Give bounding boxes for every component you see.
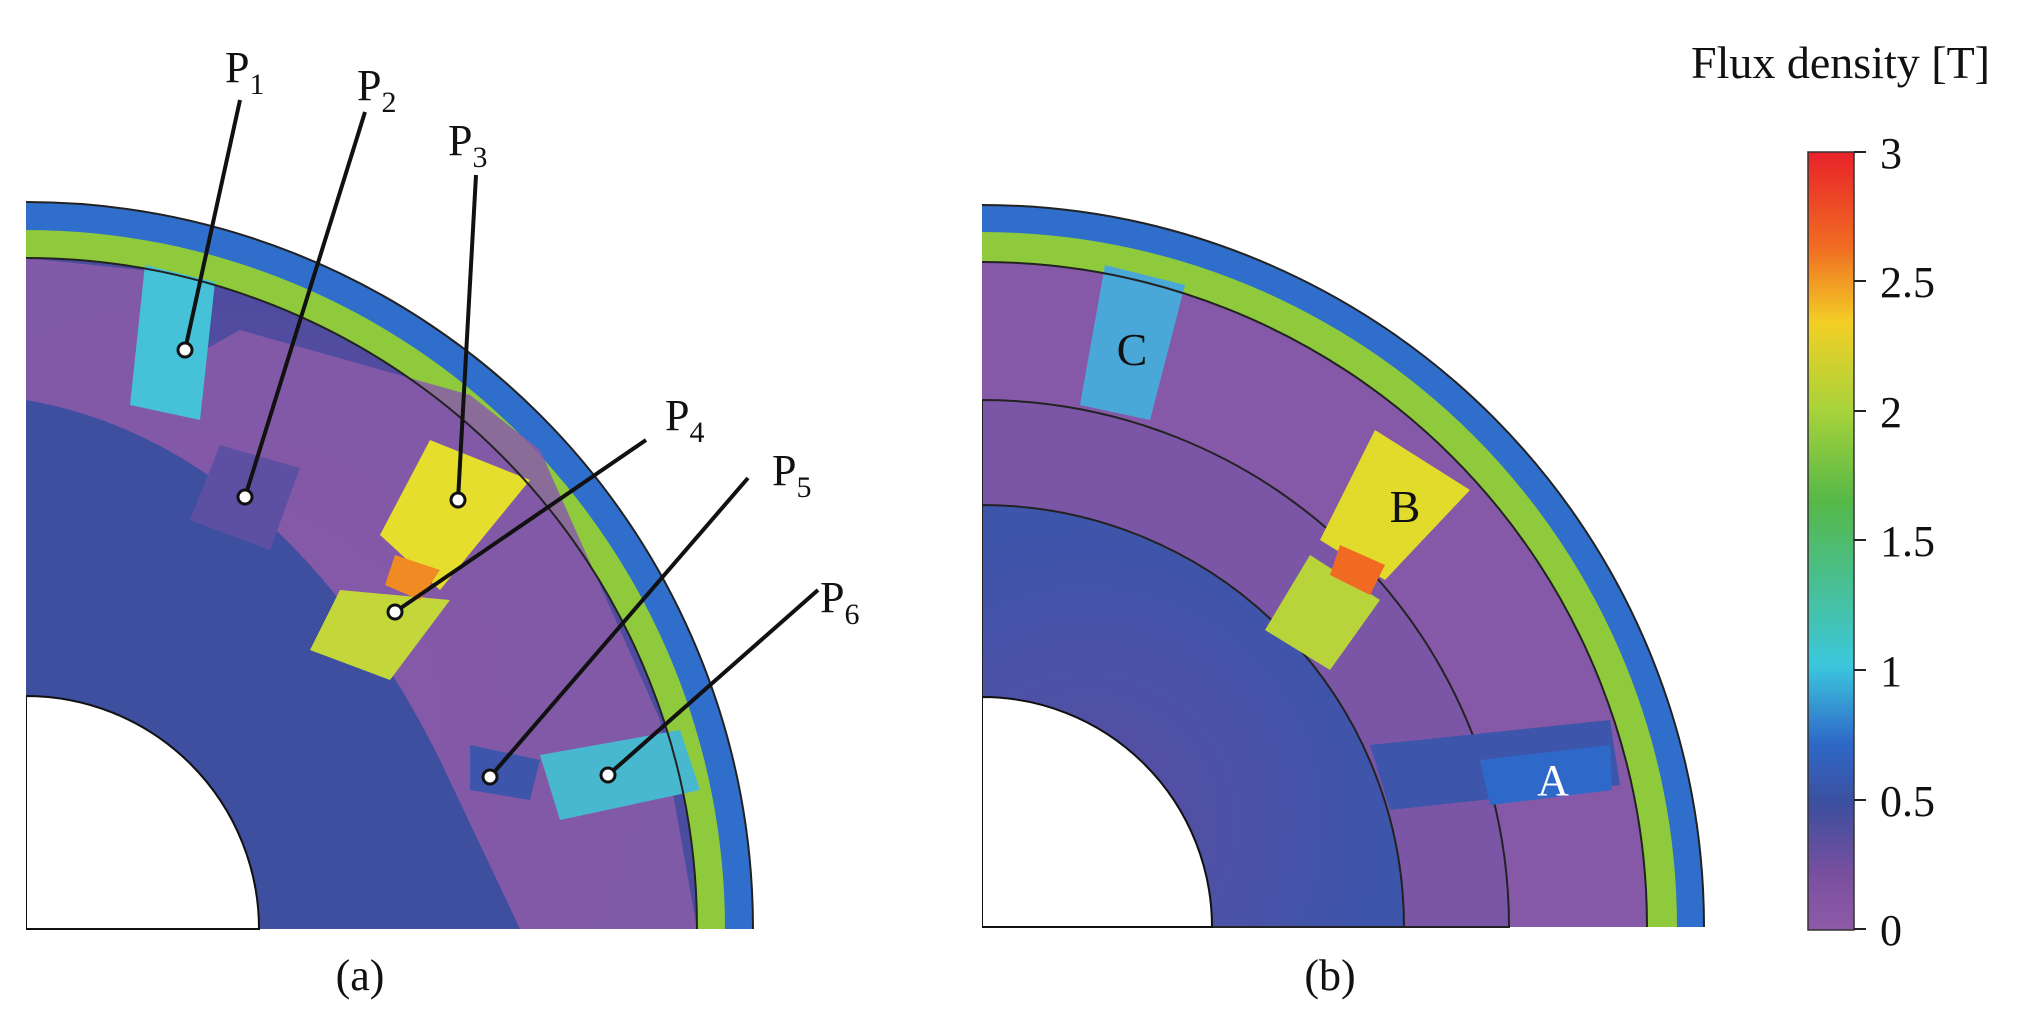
colorbar-tick-1: 1 (1880, 647, 1902, 696)
caption-a: (a) (336, 951, 385, 1000)
point-p5 (481, 768, 499, 786)
colorbar-tick-3: 3 (1880, 129, 1902, 178)
slot-p6 (540, 730, 700, 820)
colorbar-ticks (1854, 151, 1866, 930)
label-p2: P2 (357, 61, 396, 119)
slot-p4 (310, 590, 450, 680)
shaft-bore (26, 694, 261, 930)
point-p1 (176, 341, 194, 359)
region-a-band (1480, 745, 1612, 805)
region-b-hotspot (1330, 545, 1385, 595)
colorbar-tick-2.5: 2.5 (1880, 258, 1935, 307)
panel-b (982, 204, 1705, 928)
outer-outline (26, 201, 754, 930)
colorbar (1807, 151, 1855, 931)
stator-outline (26, 257, 698, 930)
region-label-a: A (1537, 756, 1569, 805)
region-c (1080, 265, 1185, 420)
label-p3: P3 (448, 116, 487, 174)
label-p4: P4 (665, 391, 704, 449)
stator-outline-b (982, 261, 1648, 928)
label-p1: P1 (225, 43, 264, 101)
slot-p3 (380, 440, 530, 590)
point-p2 (236, 488, 254, 506)
panel-a-points (176, 341, 617, 786)
colorbar-title: Flux density [T] (1691, 37, 1990, 88)
slot-p1 (130, 265, 215, 420)
label-p5: P5 (772, 446, 811, 504)
leader-p4 (393, 438, 648, 614)
caption-b: (b) (1304, 951, 1355, 1000)
colorbar-tick-1.5: 1.5 (1880, 517, 1935, 566)
label-p6: P6 (820, 573, 859, 631)
shaft-bore-b (982, 695, 1214, 928)
colorbar-tick-0.5: 0.5 (1880, 777, 1935, 826)
panel-a-annotations (183, 99, 820, 779)
leader-p2 (243, 111, 367, 498)
slot-p5 (470, 745, 540, 800)
leader-p3 (456, 174, 478, 501)
region-label-c: C (1117, 324, 1148, 375)
point-p6 (599, 766, 617, 784)
colorbar-tick-0: 0 (1880, 906, 1902, 955)
region-b (1320, 430, 1470, 580)
leader-p6 (606, 588, 820, 777)
point-p4 (386, 603, 404, 621)
leader-p5 (488, 476, 750, 779)
outer-outline-b (982, 204, 1705, 928)
colorbar-tick-2: 2 (1880, 388, 1902, 437)
leader-p1 (183, 99, 242, 351)
point-p3 (449, 491, 467, 509)
region-label-b: B (1390, 481, 1421, 532)
panel-a (26, 201, 754, 930)
